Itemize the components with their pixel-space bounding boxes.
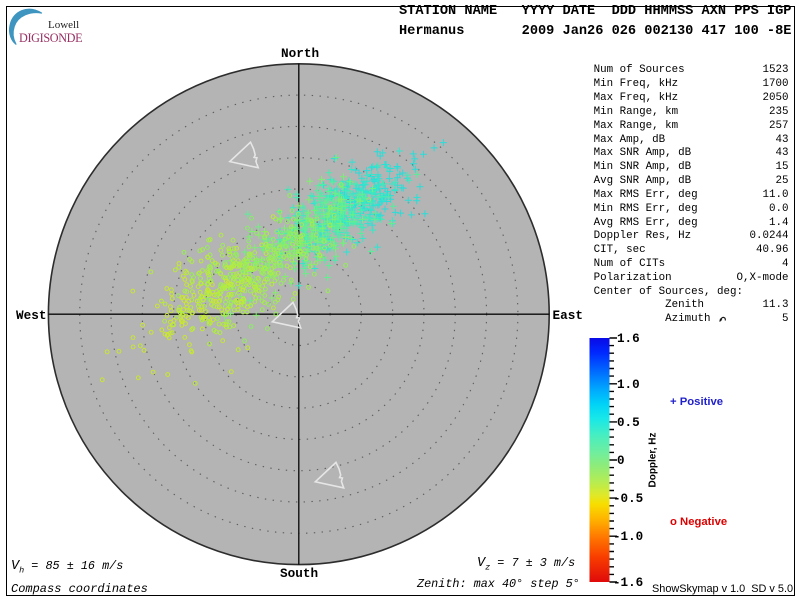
svg-text:Doppler, Hz: Doppler, Hz	[648, 432, 659, 487]
